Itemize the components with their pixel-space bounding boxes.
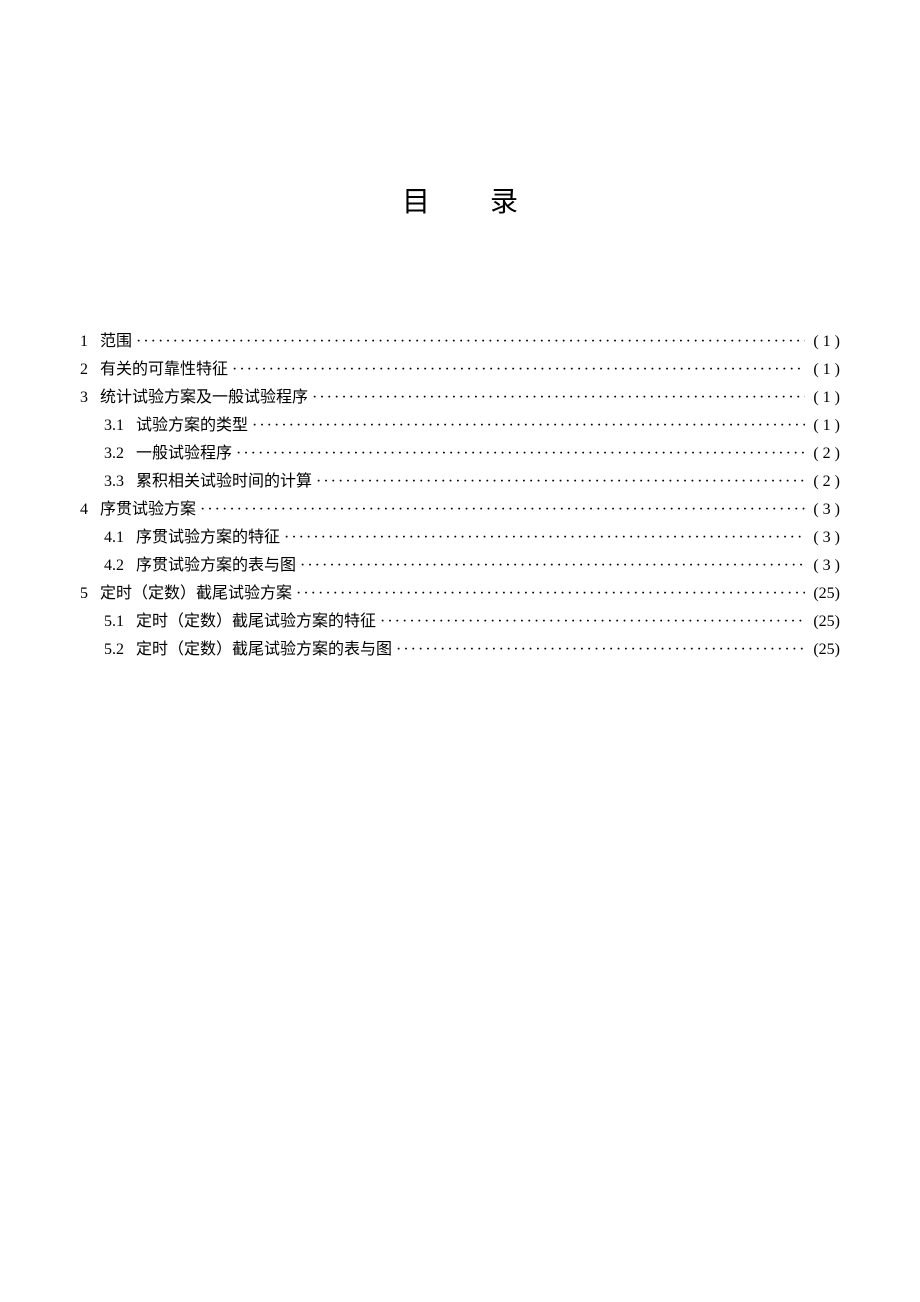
toc-entry-page: ( 1 ): [813, 414, 840, 438]
toc-entry-label: 定时（定数）截尾试验方案: [100, 582, 292, 606]
toc-leader-dots: [232, 442, 805, 466]
toc-entry-label: 一般试验程序: [136, 442, 232, 466]
toc-leader-dots: [132, 330, 805, 354]
toc-entry-number: 3.2: [104, 442, 124, 466]
toc-entry-page: ( 1 ): [813, 358, 840, 382]
toc-entry: 3 统计试验方案及一般试验程序 ( 1 ): [80, 386, 840, 410]
toc-entry: 3.1 试验方案的类型 ( 1 ): [80, 414, 840, 438]
toc-leader-dots: [196, 498, 805, 522]
toc-entry-page: (25): [813, 638, 840, 662]
document-page: 目录 1 范围 ( 1 ) 2 有关的可靠性特征 ( 1 ) 3 统计试验方案及一般试验程序 (…: [0, 0, 920, 1302]
toc-entry-number: 5.1: [104, 610, 124, 634]
toc-leader-dots: [296, 554, 805, 578]
toc-leader-dots: [248, 414, 805, 438]
toc-entry-number: 3.3: [104, 470, 124, 494]
toc-entry: 5.2 定时（定数）截尾试验方案的表与图 (25): [80, 638, 840, 662]
toc-entry: 5.1 定时（定数）截尾试验方案的特征 (25): [80, 610, 840, 634]
toc-entry-label: 范围: [100, 330, 132, 354]
table-of-contents: 1 范围 ( 1 ) 2 有关的可靠性特征 ( 1 ) 3 统计试验方案及一般试验程序 ( 1 …: [80, 330, 840, 662]
toc-leader-dots: [292, 582, 805, 606]
toc-entry-page: (25): [813, 582, 840, 606]
toc-title: 目录: [80, 180, 840, 220]
toc-entry-number: 3: [80, 386, 88, 410]
toc-leader-dots: [308, 386, 805, 410]
toc-entry: 3.3 累积相关试验时间的计算 ( 2 ): [80, 470, 840, 494]
toc-entry: 1 范围 ( 1 ): [80, 330, 840, 354]
toc-entry-number: 5.2: [104, 638, 124, 662]
toc-entry-label: 统计试验方案及一般试验程序: [100, 386, 308, 410]
toc-entry-page: ( 3 ): [813, 554, 840, 578]
toc-entry: 4.1 序贯试验方案的特征 ( 3 ): [80, 526, 840, 550]
toc-entry-label: 序贯试验方案: [100, 498, 196, 522]
toc-entry: 3.2 一般试验程序 ( 2 ): [80, 442, 840, 466]
toc-entry-label: 累积相关试验时间的计算: [136, 470, 312, 494]
toc-entry-page: ( 2 ): [813, 470, 840, 494]
toc-entry: 4 序贯试验方案 ( 3 ): [80, 498, 840, 522]
toc-entry-label: 序贯试验方案的特征: [136, 526, 280, 550]
toc-entry-page: ( 1 ): [813, 330, 840, 354]
toc-entry-page: ( 3 ): [813, 498, 840, 522]
toc-entry-label: 定时（定数）截尾试验方案的特征: [136, 610, 376, 634]
toc-entry-number: 4: [80, 498, 88, 522]
toc-entry-number: 5: [80, 582, 88, 606]
toc-entry-page: (25): [813, 610, 840, 634]
toc-leader-dots: [392, 638, 805, 662]
toc-entry-number: 4.1: [104, 526, 124, 550]
toc-leader-dots: [228, 358, 805, 382]
toc-entry-label: 试验方案的类型: [136, 414, 248, 438]
toc-leader-dots: [280, 526, 805, 550]
toc-entry-number: 4.2: [104, 554, 124, 578]
toc-entry-number: 2: [80, 358, 88, 382]
toc-entry: 2 有关的可靠性特征 ( 1 ): [80, 358, 840, 382]
toc-entry-label: 有关的可靠性特征: [100, 358, 228, 382]
toc-entry-page: ( 1 ): [813, 386, 840, 410]
toc-entry: 4.2 序贯试验方案的表与图 ( 3 ): [80, 554, 840, 578]
toc-entry-label: 定时（定数）截尾试验方案的表与图: [136, 638, 392, 662]
toc-leader-dots: [312, 470, 805, 494]
toc-entry-number: 1: [80, 330, 88, 354]
toc-entry-label: 序贯试验方案的表与图: [136, 554, 296, 578]
toc-entry-page: ( 3 ): [813, 526, 840, 550]
toc-entry-number: 3.1: [104, 414, 124, 438]
toc-entry-page: ( 2 ): [813, 442, 840, 466]
toc-entry: 5 定时（定数）截尾试验方案 (25): [80, 582, 840, 606]
toc-leader-dots: [376, 610, 805, 634]
